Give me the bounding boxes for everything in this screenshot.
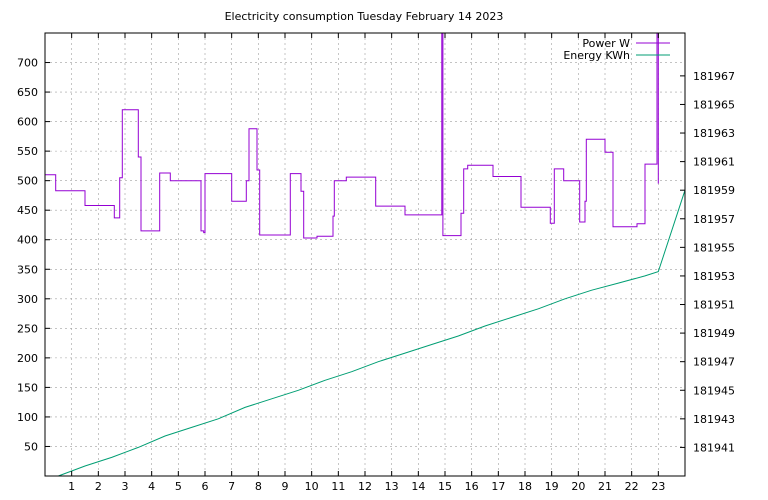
y-tick-label: 550	[17, 145, 38, 158]
chart-title: Electricity consumption Tuesday February…	[225, 10, 504, 23]
y-tick-label: 700	[17, 57, 38, 70]
x-tick-label: 2	[95, 480, 102, 493]
y-tick-label: 100	[17, 411, 38, 424]
x-tick-label: 19	[545, 480, 559, 493]
x-tick-label: 13	[385, 480, 399, 493]
x-tick-label: 3	[122, 480, 129, 493]
y2-tick-label: 181943	[693, 413, 735, 426]
y-tick-label: 450	[17, 204, 38, 217]
y2-tick-label: 181945	[693, 384, 735, 397]
energy-series-line	[58, 190, 686, 477]
x-tick-label: 23	[651, 480, 665, 493]
x-tick-label: 21	[598, 480, 612, 493]
x-tick-label: 10	[305, 480, 319, 493]
y2-tick-label: 181941	[693, 441, 735, 454]
x-tick-label: 6	[202, 480, 209, 493]
y2-tick-label: 181949	[693, 327, 735, 340]
x-tick-label: 8	[255, 480, 262, 493]
x-tick-label: 5	[175, 480, 182, 493]
x-tick-label: 11	[331, 480, 345, 493]
x-tick-label: 15	[438, 480, 452, 493]
x-tick-label: 20	[571, 480, 585, 493]
series-layer	[45, 32, 686, 477]
y-tick-label: 350	[17, 263, 38, 276]
grid-lines	[45, 33, 685, 476]
y-tick-label: 150	[17, 381, 38, 394]
y2-tick-label: 181951	[693, 299, 735, 312]
legend-label: Energy KWh	[563, 49, 630, 62]
x-tick-label: 1	[68, 480, 75, 493]
y-tick-label: 400	[17, 234, 38, 247]
y-tick-label: 200	[17, 352, 38, 365]
y2-tick-label: 181965	[693, 98, 735, 111]
y2-tick-label: 181961	[693, 156, 735, 169]
x-tick-label: 12	[358, 480, 372, 493]
x-tick-label: 17	[491, 480, 505, 493]
y2-tick-label: 181947	[693, 356, 735, 369]
y2-tick-label: 181967	[693, 70, 735, 83]
y2-tick-label: 181955	[693, 241, 735, 254]
power-series-line	[45, 32, 659, 239]
x-tick-label: 4	[148, 480, 155, 493]
x-tick-label: 16	[465, 480, 479, 493]
y-tick-label: 600	[17, 116, 38, 129]
x-tick-label: 22	[625, 480, 639, 493]
y-tick-label: 50	[24, 440, 38, 453]
x-tick-label: 7	[228, 480, 235, 493]
y-tick-label: 300	[17, 293, 38, 306]
axis-ticks: 1 2 3 4 5 6 7 8 9 10 11 12 13 14 15 16 17 18 19 20 21 22 23501…	[17, 33, 735, 493]
x-tick-label: 18	[518, 480, 532, 493]
y-tick-label: 500	[17, 175, 38, 188]
y2-tick-label: 181963	[693, 127, 735, 140]
y2-tick-label: 181959	[693, 184, 735, 197]
x-tick-label: 14	[411, 480, 425, 493]
legend-label: Power W	[582, 37, 630, 50]
y-tick-label: 250	[17, 322, 38, 335]
y-tick-label: 650	[17, 86, 38, 99]
y2-tick-label: 181957	[693, 213, 735, 226]
y2-tick-label: 181953	[693, 270, 735, 283]
x-tick-label: 9	[282, 480, 289, 493]
